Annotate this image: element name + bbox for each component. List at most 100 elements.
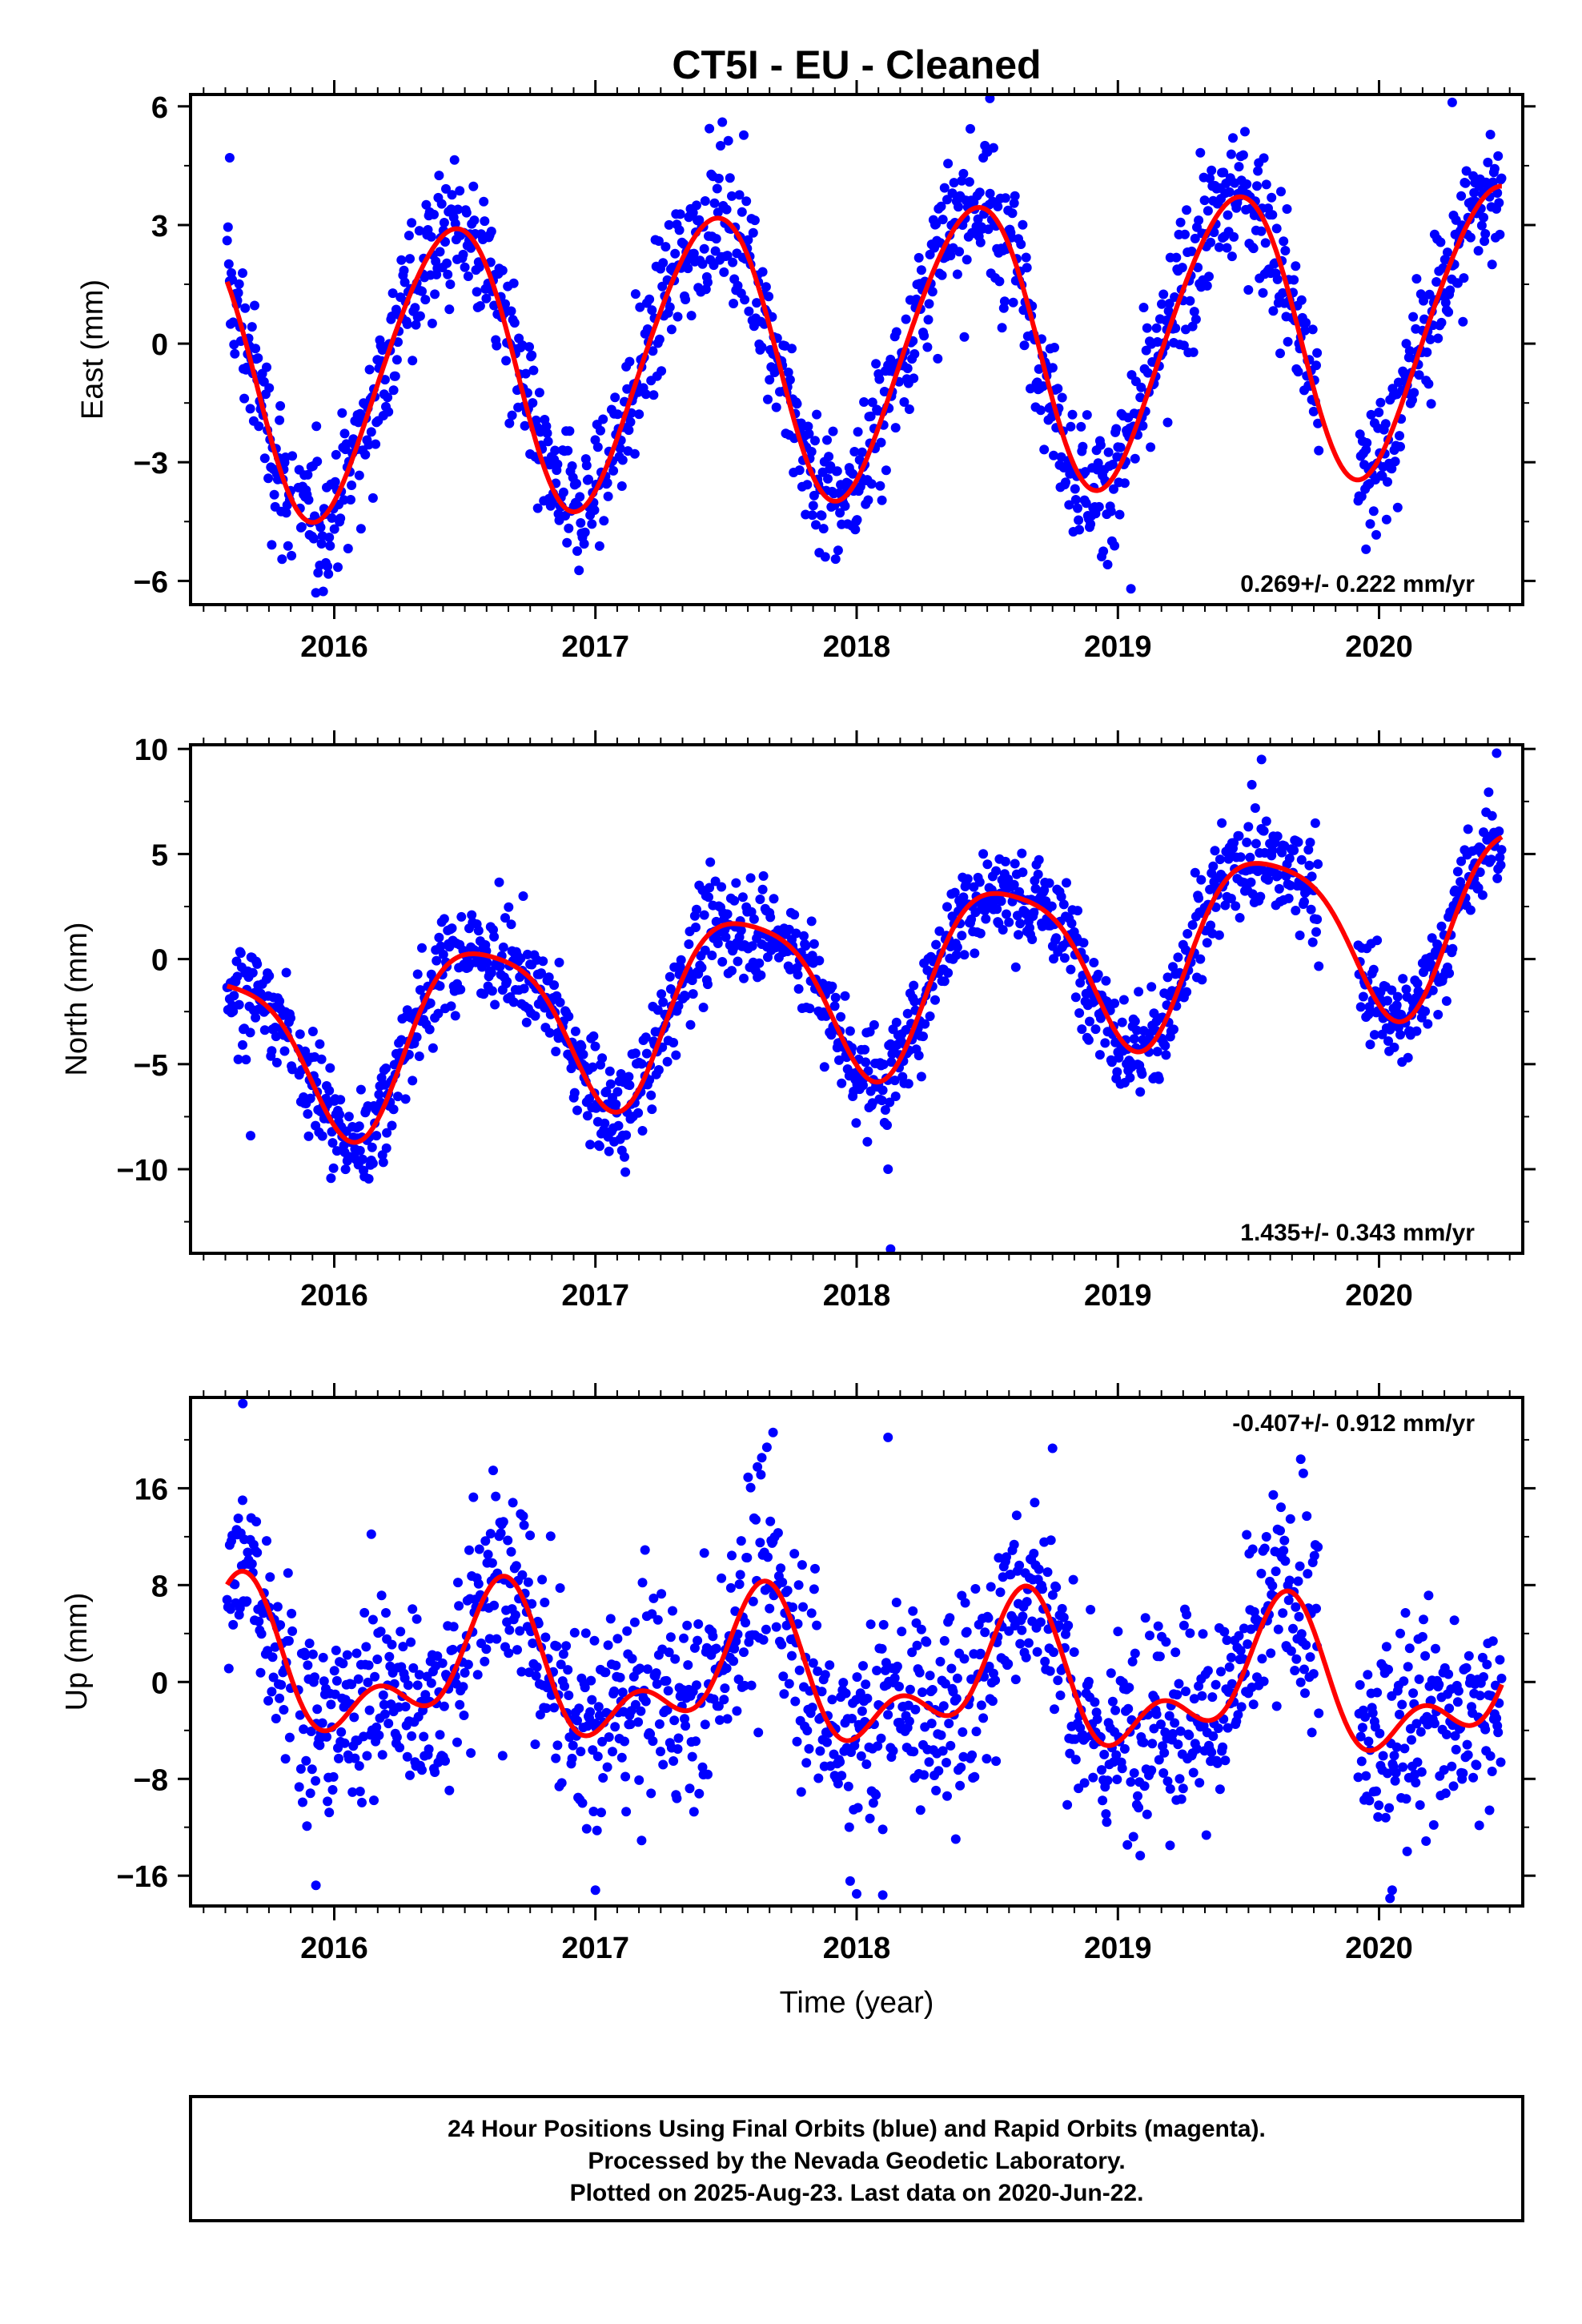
up-data-point: [580, 1628, 591, 1638]
east-data-point: [804, 428, 814, 439]
east-data-point: [1314, 445, 1324, 456]
north-data-point: [1117, 1017, 1127, 1027]
up-data-point: [835, 1757, 845, 1767]
up-data-point: [784, 1679, 794, 1689]
up-data-point: [617, 1687, 628, 1698]
east-y-tick-label: 6: [151, 91, 168, 125]
east-data-point: [1009, 198, 1019, 208]
east-data-point: [449, 155, 460, 165]
up-data-point: [1384, 1803, 1395, 1813]
east-data-point: [673, 312, 683, 322]
east-data-point: [436, 199, 447, 209]
east-data-point: [318, 586, 328, 597]
east-data-point: [337, 408, 347, 418]
north-data-point: [684, 939, 694, 949]
up-data-point: [1127, 1656, 1138, 1667]
east-data-point: [1010, 191, 1020, 201]
east-data-point: [366, 427, 376, 437]
east-data-point: [399, 265, 409, 275]
up-data-point: [647, 1609, 657, 1619]
north-data-point: [1027, 935, 1038, 944]
up-data-point: [353, 1674, 363, 1684]
east-data-point: [962, 255, 972, 265]
north-data-point: [612, 1087, 623, 1097]
east-data-point: [820, 552, 830, 562]
east-data-point: [227, 275, 238, 285]
up-data-point: [991, 1756, 1002, 1767]
north-data-point: [1383, 995, 1392, 1006]
east-data-point: [1387, 464, 1397, 474]
north-data-point: [1436, 921, 1447, 931]
north-data-point: [1094, 1050, 1105, 1060]
up-data-point: [338, 1659, 348, 1669]
east-data-point: [455, 186, 465, 196]
east-data-point: [383, 392, 393, 403]
north-data-point: [805, 1003, 815, 1014]
north-data-point: [1131, 1025, 1142, 1035]
north-data-point: [837, 1078, 847, 1088]
up-data-point: [387, 1639, 397, 1650]
east-data-point: [1109, 484, 1118, 494]
east-data-point: [1252, 181, 1262, 191]
north-data-point: [1303, 845, 1314, 855]
east-data-point: [1431, 277, 1442, 287]
north-data-point: [697, 963, 707, 973]
north-data-point: [271, 1057, 282, 1068]
up-data-point: [1295, 1677, 1306, 1687]
up-data-point: [1417, 1631, 1427, 1642]
up-outlier-point: [852, 1888, 861, 1899]
east-data-point: [1242, 179, 1252, 189]
north-data-point: [653, 1065, 664, 1075]
north-data-point: [252, 959, 263, 969]
up-data-point: [727, 1550, 737, 1561]
north-data-point: [1125, 1072, 1135, 1083]
east-data-point: [253, 353, 263, 364]
up-data-point: [699, 1548, 709, 1558]
east-data-point: [855, 481, 865, 492]
north-data-point: [1247, 779, 1257, 790]
up-data-point: [990, 1675, 1001, 1686]
east-data-point: [1459, 273, 1469, 283]
north-data-point: [633, 1108, 644, 1118]
up-data-point: [315, 1740, 325, 1751]
up-data-point: [792, 1736, 802, 1747]
east-outlier-point: [1361, 544, 1371, 554]
east-data-point: [1443, 247, 1452, 258]
east-data-point: [486, 227, 496, 236]
east-data-point: [390, 371, 400, 381]
north-data-point: [621, 1130, 632, 1140]
east-data-point: [1383, 476, 1392, 487]
north-data-point: [685, 1019, 696, 1030]
up-data-point: [302, 1821, 312, 1831]
up-data-point: [725, 1582, 736, 1593]
up-data-point: [732, 1706, 742, 1716]
north-data-point: [601, 1087, 612, 1096]
up-data-point: [1126, 1777, 1136, 1787]
north-data-point: [555, 997, 565, 1007]
up-data-point: [572, 1715, 582, 1726]
east-y-tick-label: 3: [151, 210, 168, 243]
east-data-point: [938, 215, 948, 225]
up-data-point: [541, 1703, 552, 1713]
up-data-point: [960, 1598, 970, 1608]
north-data-point: [279, 1046, 290, 1056]
up-data-point: [319, 1676, 329, 1687]
north-data-point: [809, 939, 819, 949]
east-data-point: [474, 262, 484, 272]
east-data-point: [1061, 477, 1070, 488]
up-data-point: [349, 1712, 359, 1723]
north-data-point: [576, 1041, 587, 1051]
east-data-point: [871, 359, 881, 369]
up-data-point: [753, 1727, 764, 1738]
up-data-point: [862, 1693, 873, 1703]
north-data-point: [600, 1118, 610, 1128]
north-y-tick-label: 10: [135, 734, 168, 767]
up-data-point: [384, 1651, 395, 1662]
up-data-point: [323, 1796, 333, 1807]
north-data-point: [473, 926, 484, 936]
up-data-point: [366, 1529, 376, 1539]
east-data-point: [371, 439, 381, 449]
north-data-point: [264, 971, 275, 981]
up-data-point: [419, 1731, 429, 1742]
up-data-point: [1083, 1676, 1094, 1687]
